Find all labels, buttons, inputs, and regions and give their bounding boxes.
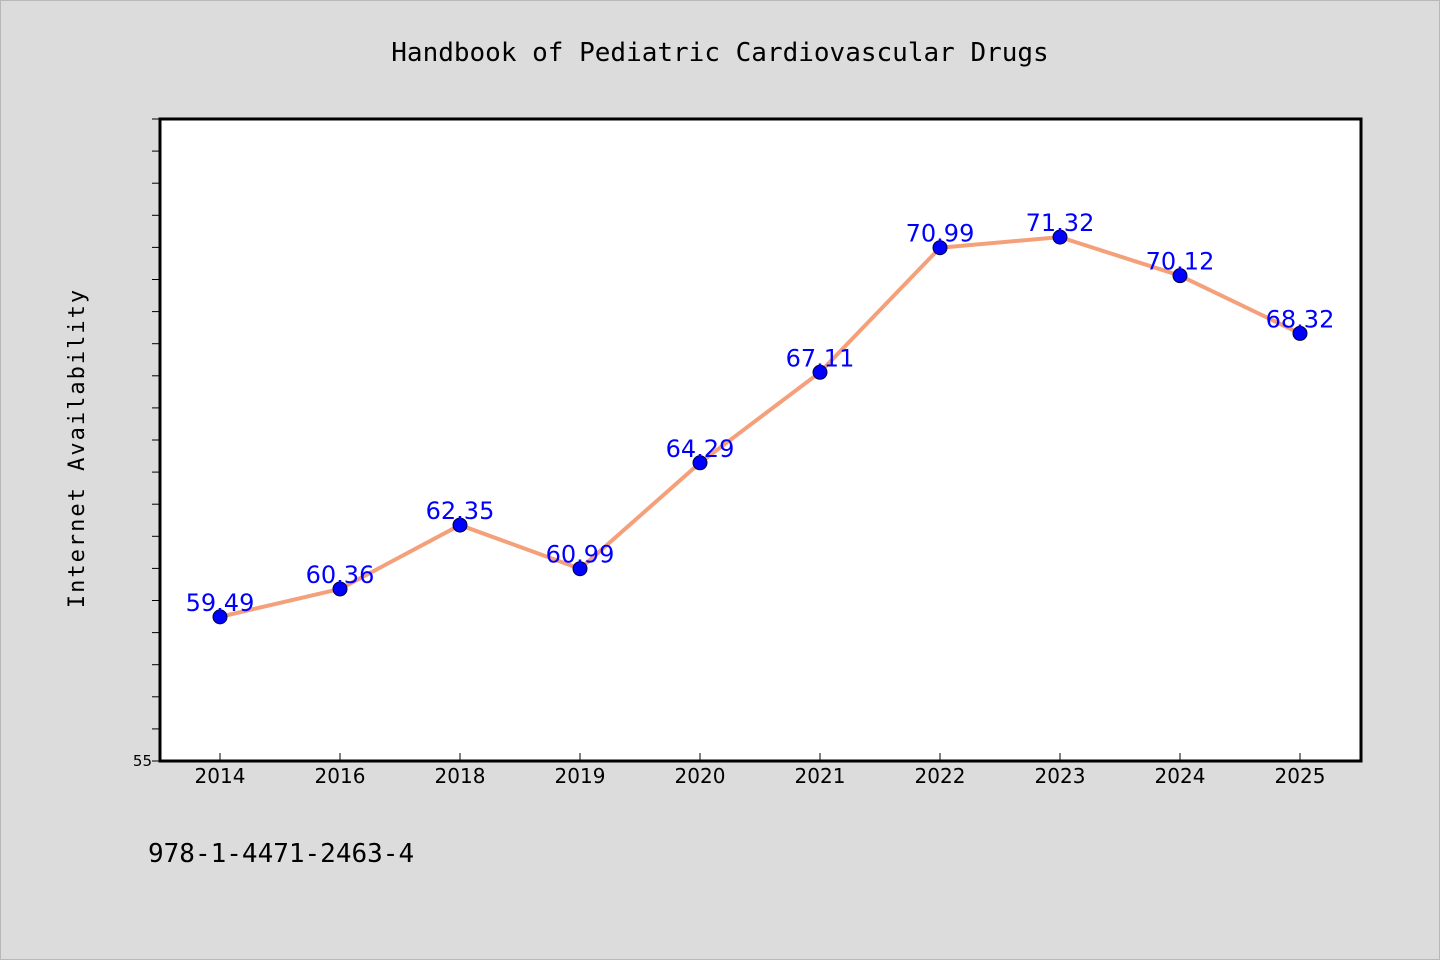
series-line-group [219,235,1301,619]
data-point [1172,268,1188,284]
data-point [332,581,348,597]
data-point [572,561,588,577]
isbn-text: 978-1-4471-2463-4 [148,839,414,869]
data-point [212,609,228,625]
series-line [219,235,1301,619]
data-label: 71.32 [1026,209,1095,237]
data-label: 70.12 [1146,248,1215,276]
x-tick-label: 2022 [915,764,966,788]
data-point [932,240,948,256]
x-tick-label: 2018 [435,764,486,788]
data-label: 60.36 [306,561,375,589]
x-tick-label: 2021 [795,764,846,788]
data-point [812,364,828,380]
data-label: 60.99 [546,541,615,569]
x-tick-label: 2014 [195,764,246,788]
data-label: 62.35 [426,497,495,525]
plot-area [158,117,1363,763]
x-tick-label: 2023 [1035,764,1086,788]
y-axis-ticks: 55 [133,118,160,770]
data-label: 59.49 [186,589,255,617]
x-tick-label: 2019 [555,764,606,788]
x-tick-label: 2024 [1155,764,1206,788]
data-labels: 59.49 60.36 62.35 60.99 64.29 67.11 70.99 71.32… [186,209,1335,617]
x-tick-label: 2025 [1275,764,1326,788]
data-label: 70.99 [906,220,975,248]
data-markers [212,229,1308,625]
x-axis-ticks: 2014 2016 2018 2019 2020 2021 2022 2023 2024 2025 [195,753,1326,788]
data-point [452,517,468,533]
x-tick-label: 2020 [675,764,726,788]
chart-title: Handbook of Pediatric Cardiovascular Dru… [391,38,1048,68]
data-label: 64.29 [666,435,735,463]
data-label: 67.11 [786,344,855,372]
data-label: 68.32 [1266,305,1335,333]
data-point [692,455,708,471]
y-axis-label: Internet Availability [65,288,90,608]
y-tick-label: 55 [133,752,152,770]
x-tick-label: 2016 [315,764,366,788]
data-point [1052,229,1068,245]
data-point [1292,325,1308,341]
